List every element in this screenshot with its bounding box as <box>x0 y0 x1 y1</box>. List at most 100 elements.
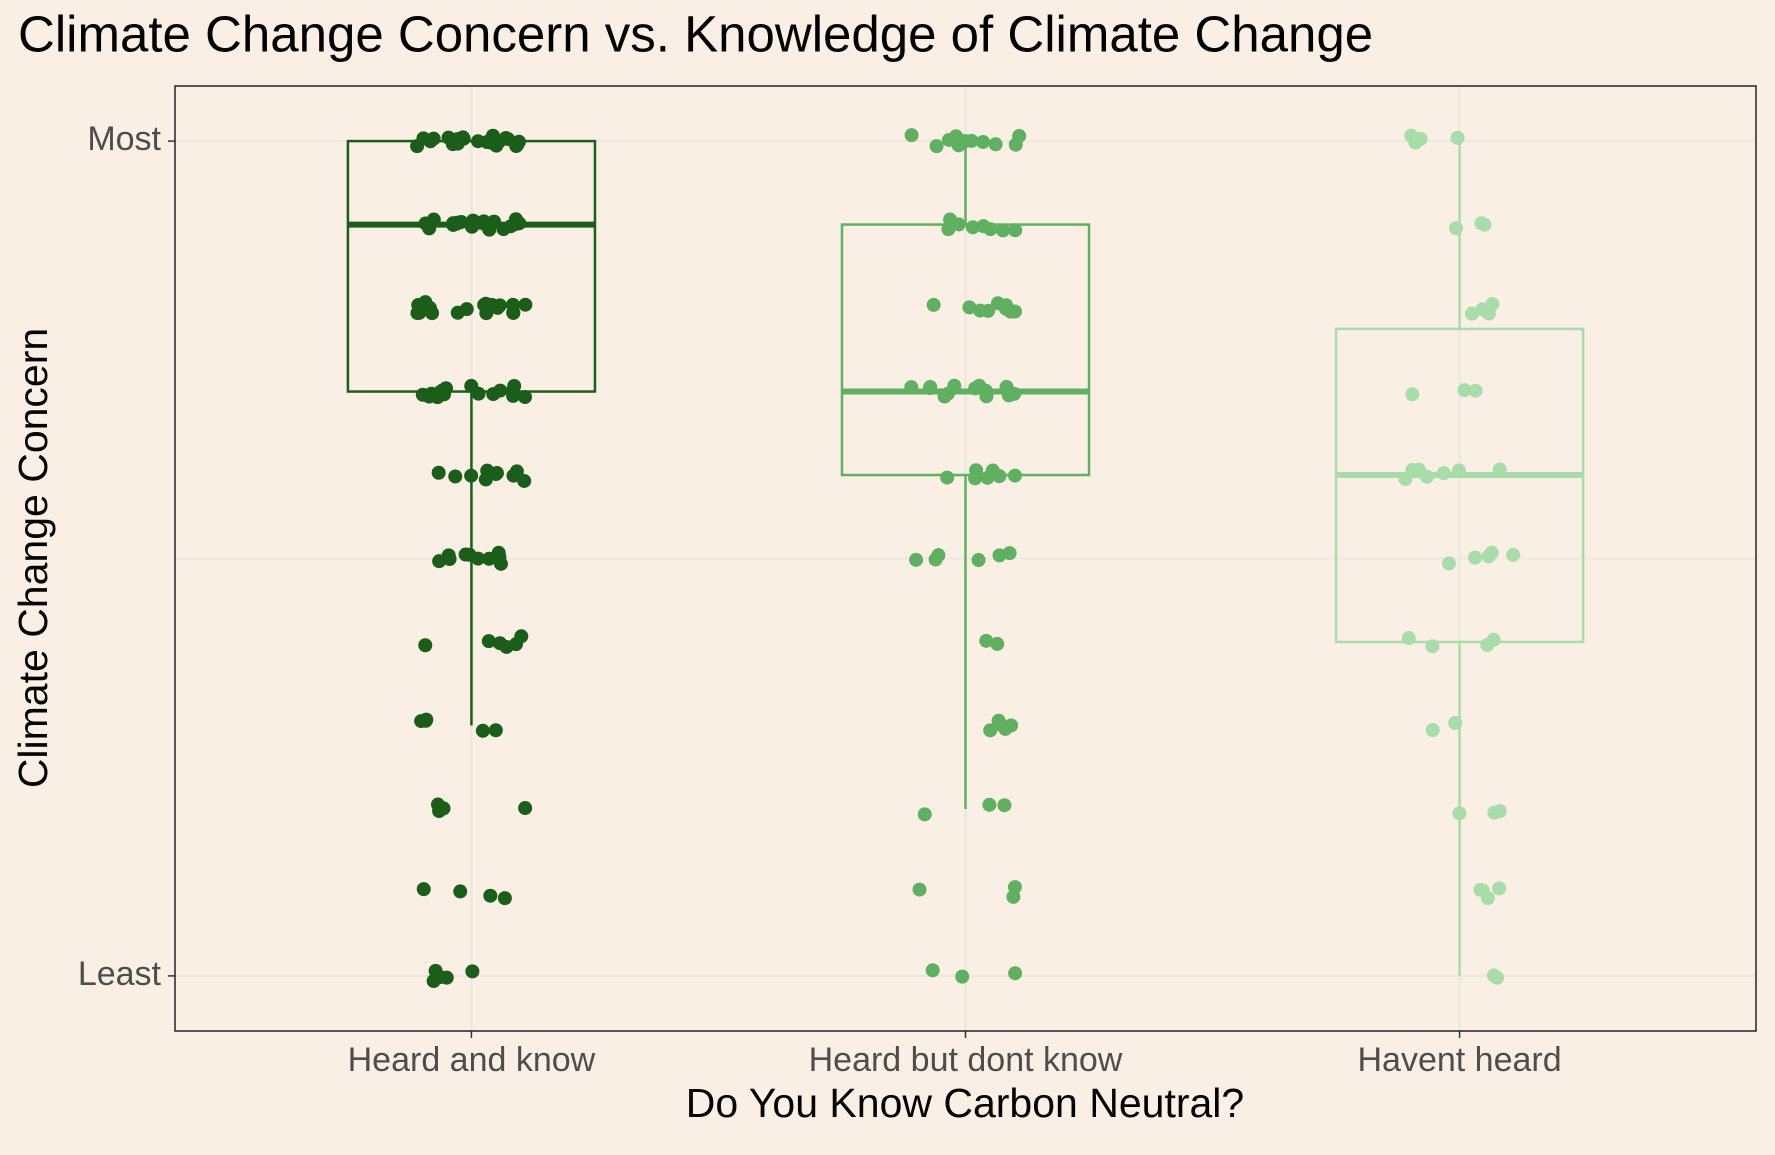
point <box>979 633 994 648</box>
point <box>428 963 443 978</box>
point <box>979 389 994 404</box>
point <box>983 723 998 738</box>
point <box>1411 462 1426 477</box>
point <box>419 712 434 727</box>
point <box>1008 137 1023 152</box>
point <box>976 134 991 149</box>
point <box>488 723 503 738</box>
point <box>923 379 938 394</box>
y-tick-label: Least <box>78 955 162 993</box>
point <box>931 548 946 563</box>
point <box>1451 463 1466 478</box>
point <box>940 470 955 485</box>
point <box>1486 968 1501 983</box>
point <box>1474 216 1489 231</box>
point <box>1436 466 1451 481</box>
point <box>926 297 941 312</box>
point <box>450 305 465 320</box>
point <box>1008 223 1023 238</box>
point <box>1398 472 1413 487</box>
point <box>999 298 1014 313</box>
point <box>1002 546 1017 561</box>
point <box>1007 386 1022 401</box>
point <box>925 963 940 978</box>
point <box>455 130 470 145</box>
y-tick-label: Most <box>87 120 161 158</box>
point <box>424 386 439 401</box>
point <box>471 551 486 566</box>
point <box>1441 556 1456 571</box>
point <box>491 545 506 560</box>
point <box>426 131 441 146</box>
point <box>917 807 932 822</box>
point <box>982 797 997 812</box>
point <box>1008 966 1023 981</box>
point <box>1448 716 1463 731</box>
point <box>505 297 520 312</box>
point <box>496 222 511 237</box>
point <box>1506 547 1521 562</box>
point <box>1408 135 1423 150</box>
y-axis-title: Climate Change Concern <box>10 328 56 788</box>
point <box>1425 723 1440 738</box>
point <box>1492 881 1507 896</box>
point <box>479 306 494 321</box>
point <box>416 882 431 897</box>
x-tick-label: Havent heard <box>1357 1041 1561 1079</box>
point <box>904 380 919 395</box>
point <box>1475 883 1490 898</box>
point <box>996 223 1011 238</box>
point <box>1468 550 1483 565</box>
point <box>958 134 973 149</box>
point <box>511 134 526 149</box>
point <box>947 378 962 393</box>
point <box>501 132 516 147</box>
panel-border <box>174 85 1757 1032</box>
point <box>990 636 1005 651</box>
point <box>489 138 504 153</box>
x-tick-label: Heard but dont know <box>809 1041 1123 1079</box>
point <box>929 139 944 154</box>
point <box>493 383 508 398</box>
point <box>969 463 984 478</box>
point <box>973 303 988 318</box>
point <box>983 222 998 237</box>
point <box>980 470 995 485</box>
point <box>492 636 507 651</box>
point <box>422 300 437 315</box>
point <box>997 798 1012 813</box>
point <box>965 220 980 235</box>
point <box>904 128 919 143</box>
point <box>1425 639 1440 654</box>
point <box>1450 130 1465 145</box>
chart-title: Climate Change Concern vs. Knowledge of … <box>18 5 1373 62</box>
point <box>517 389 532 404</box>
point <box>439 970 454 985</box>
point <box>480 463 495 478</box>
point <box>505 383 520 398</box>
point <box>1485 297 1500 312</box>
point <box>1401 631 1416 646</box>
point <box>509 464 524 479</box>
point <box>1486 632 1501 647</box>
point <box>1457 383 1472 398</box>
point <box>464 378 479 393</box>
point <box>1468 383 1483 398</box>
point <box>514 629 529 644</box>
point <box>1487 805 1502 820</box>
point <box>458 547 473 562</box>
point <box>471 134 486 149</box>
x-axis-title: Do You Know Carbon Neutral? <box>686 1080 1244 1126</box>
point <box>436 801 451 816</box>
point <box>487 214 502 229</box>
point <box>971 553 986 568</box>
point <box>518 801 533 816</box>
x-tick-label: Heard and know <box>348 1041 596 1079</box>
point <box>435 383 450 398</box>
point <box>1449 221 1464 236</box>
point <box>418 638 433 653</box>
point <box>955 969 970 984</box>
box <box>1334 327 1585 644</box>
